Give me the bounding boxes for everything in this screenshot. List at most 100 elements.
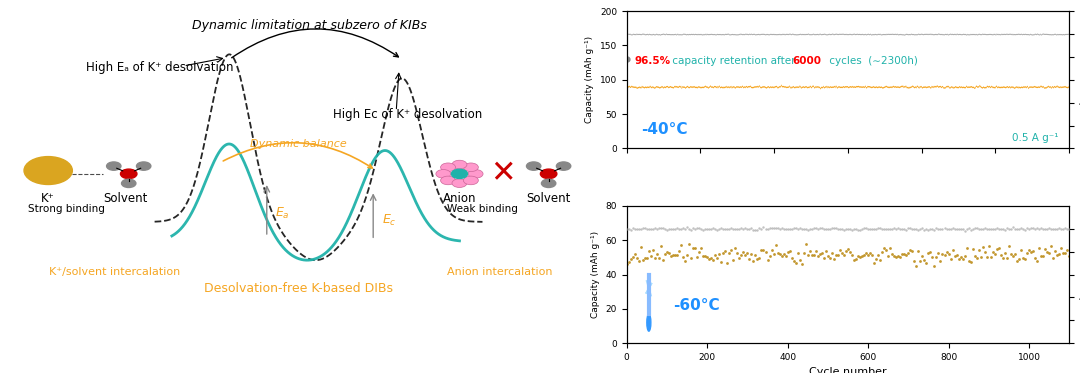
Text: Solvent: Solvent bbox=[104, 192, 148, 205]
Point bbox=[851, 254, 868, 260]
Point bbox=[720, 226, 738, 232]
Point bbox=[666, 226, 684, 232]
Point bbox=[958, 245, 975, 251]
Point bbox=[972, 226, 989, 232]
Point bbox=[886, 253, 903, 259]
Point bbox=[1035, 226, 1052, 232]
Point bbox=[731, 255, 748, 261]
Point bbox=[890, 253, 907, 259]
Point bbox=[930, 226, 947, 232]
Point bbox=[934, 226, 951, 232]
Point bbox=[657, 251, 674, 257]
Point bbox=[795, 226, 812, 232]
Point bbox=[839, 226, 856, 232]
Point bbox=[729, 250, 746, 256]
Point bbox=[934, 251, 951, 257]
Point bbox=[865, 226, 882, 232]
Point bbox=[940, 251, 957, 257]
Point bbox=[761, 253, 779, 259]
Point bbox=[640, 248, 658, 254]
Point bbox=[757, 249, 774, 255]
Point bbox=[1026, 255, 1043, 261]
Point bbox=[805, 252, 822, 258]
Circle shape bbox=[541, 179, 556, 188]
Point bbox=[765, 225, 782, 231]
Point bbox=[907, 263, 924, 269]
Point bbox=[799, 227, 816, 233]
Point bbox=[676, 226, 693, 232]
Point bbox=[791, 257, 808, 263]
Point bbox=[837, 248, 854, 254]
Point bbox=[1000, 226, 1017, 232]
Point bbox=[867, 226, 885, 232]
Point bbox=[743, 251, 760, 257]
Point bbox=[849, 226, 866, 232]
Point bbox=[936, 252, 954, 258]
Point bbox=[711, 226, 728, 232]
Point bbox=[688, 225, 705, 231]
Text: Anion: Anion bbox=[443, 192, 476, 205]
Point bbox=[1061, 253, 1078, 259]
Point bbox=[1028, 258, 1045, 264]
Point bbox=[811, 225, 828, 231]
Point bbox=[841, 250, 859, 256]
Point bbox=[813, 225, 831, 231]
Point bbox=[820, 226, 837, 232]
Point bbox=[1024, 248, 1041, 254]
Text: ✕: ✕ bbox=[490, 159, 515, 188]
Point bbox=[636, 225, 653, 231]
Point bbox=[697, 226, 714, 232]
Point bbox=[950, 226, 968, 232]
Point bbox=[732, 252, 750, 258]
Point bbox=[858, 225, 875, 231]
Point bbox=[860, 226, 877, 232]
Point bbox=[659, 227, 676, 233]
Point bbox=[741, 256, 758, 262]
Point bbox=[966, 226, 983, 232]
Point bbox=[869, 225, 887, 231]
Point bbox=[731, 226, 748, 232]
Point bbox=[807, 248, 824, 254]
Point bbox=[832, 247, 849, 253]
Circle shape bbox=[556, 162, 570, 170]
Point bbox=[699, 226, 716, 232]
Point bbox=[654, 257, 672, 263]
Point bbox=[1042, 226, 1059, 232]
Point bbox=[671, 248, 688, 254]
Point bbox=[690, 225, 707, 231]
Circle shape bbox=[24, 157, 72, 185]
Point bbox=[773, 253, 791, 259]
Point bbox=[799, 252, 816, 258]
Point bbox=[900, 225, 917, 231]
Point bbox=[902, 247, 919, 253]
Point bbox=[791, 225, 808, 231]
Point bbox=[956, 228, 973, 233]
Point bbox=[932, 226, 949, 232]
Point bbox=[1047, 226, 1064, 232]
Point bbox=[1054, 250, 1071, 256]
Point bbox=[922, 226, 940, 232]
Point bbox=[827, 225, 845, 231]
Point bbox=[650, 225, 667, 231]
Point bbox=[867, 256, 885, 262]
Point bbox=[687, 245, 704, 251]
Point bbox=[1002, 226, 1020, 232]
Point bbox=[717, 226, 734, 232]
Point bbox=[912, 226, 929, 232]
Point bbox=[1018, 250, 1036, 256]
Point bbox=[793, 226, 810, 232]
Point bbox=[954, 256, 971, 261]
Point bbox=[1032, 253, 1050, 259]
Point bbox=[777, 253, 794, 258]
Point bbox=[950, 256, 968, 262]
Point bbox=[835, 252, 852, 258]
Point bbox=[879, 226, 896, 232]
Point bbox=[654, 225, 672, 231]
Point bbox=[960, 225, 977, 231]
Point bbox=[793, 261, 810, 267]
Point bbox=[694, 226, 712, 232]
Point bbox=[797, 226, 814, 232]
Point bbox=[968, 255, 985, 261]
Point bbox=[966, 253, 983, 259]
Point bbox=[874, 226, 891, 232]
